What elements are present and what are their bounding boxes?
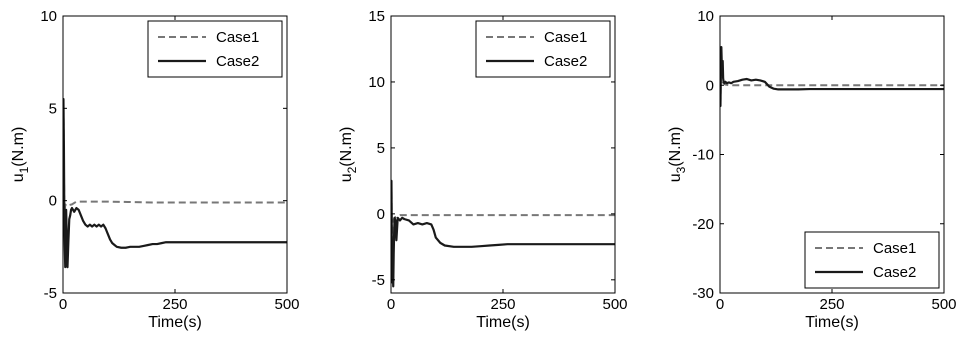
x-axis-title: Time(s) <box>148 314 202 331</box>
legend-box <box>804 231 940 289</box>
x-tick-label: 500 <box>602 296 627 313</box>
y-tick-label: 10 <box>368 74 385 91</box>
y-axis-title: u1(N.m) <box>10 127 31 183</box>
x-tick-label: 250 <box>819 296 844 313</box>
y-tick-label: 0 <box>377 206 385 223</box>
y-tick-label: 5 <box>377 140 385 157</box>
legend-label-case1: Case1 <box>873 240 916 257</box>
x-tick-label: 0 <box>716 296 724 313</box>
y-tick-label: 10 <box>40 8 57 25</box>
y-tick-label: 5 <box>49 100 57 117</box>
x-axis-title: Time(s) <box>476 314 530 331</box>
y-axis-title-subscript: 3 <box>674 166 688 173</box>
y-tick-label: -10 <box>692 147 714 164</box>
y-tick-label: -5 <box>372 272 385 289</box>
y-axis-title-unit: (N.m) <box>338 127 355 167</box>
y-tick-label: 10 <box>697 8 714 25</box>
legend-label-case1: Case1 <box>544 29 587 46</box>
legend: Case1 Case2 <box>804 231 940 289</box>
x-tick-label: 500 <box>931 296 956 313</box>
y-axis-title-main: u <box>338 173 355 182</box>
chart-panel-u3: 0 250 500-30-20-10010Time(s)u3(N.m)Case1Ca… <box>667 8 957 331</box>
y-tick-label: 0 <box>706 77 714 94</box>
legend-label-case1: Case1 <box>216 29 259 46</box>
y-tick-label: -30 <box>692 285 714 302</box>
y-axis-title-subscript: 1 <box>17 166 31 173</box>
legend-box <box>475 20 611 78</box>
legend-label-case2: Case2 <box>873 264 916 281</box>
y-axis-title-unit: (N.m) <box>667 127 684 167</box>
legend: Case1 Case2 <box>147 20 283 78</box>
y-tick-label: -5 <box>44 285 57 302</box>
y-tick-label: -20 <box>692 216 714 233</box>
x-axis-title: Time(s) <box>805 314 859 331</box>
y-axis-title: u3(N.m) <box>667 127 688 183</box>
series-line-case2 <box>391 179 615 288</box>
y-tick-label: 15 <box>368 8 385 25</box>
y-axis-title-unit: (N.m) <box>10 127 27 167</box>
series-line-case1 <box>391 179 615 242</box>
y-axis-title-main: u <box>667 173 684 182</box>
x-tick-label: 0 <box>387 296 395 313</box>
y-axis-title-subscript: 2 <box>345 166 359 173</box>
x-tick-label: 250 <box>490 296 515 313</box>
series-line-case2 <box>63 97 287 269</box>
legend: Case1 Case2 <box>475 20 611 78</box>
series-line-case2 <box>720 46 944 108</box>
y-axis-title-main: u <box>10 173 27 182</box>
x-tick-label: 500 <box>274 296 299 313</box>
legend-box <box>147 20 283 78</box>
legend-label-case2: Case2 <box>544 53 587 70</box>
y-axis-title: u2(N.m) <box>338 127 359 183</box>
y-tick-label: 0 <box>49 193 57 210</box>
x-tick-label: 0 <box>59 296 67 313</box>
x-tick-label: 250 <box>162 296 187 313</box>
legend-label-case2: Case2 <box>216 53 259 70</box>
